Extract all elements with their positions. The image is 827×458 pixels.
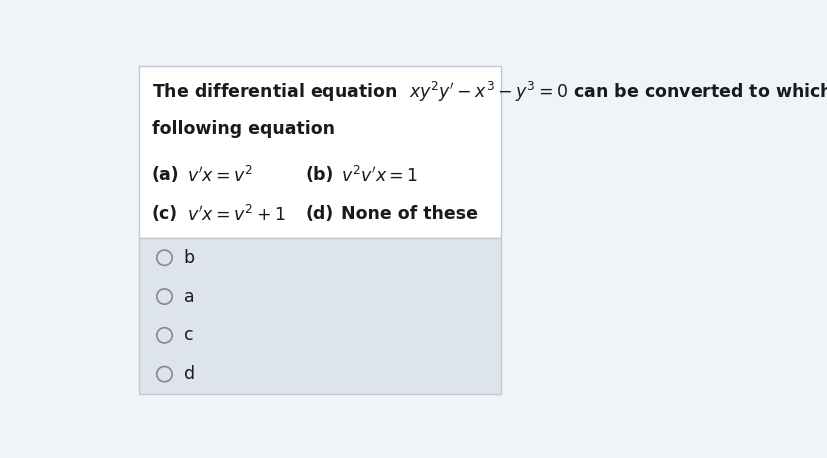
Text: b: b bbox=[184, 249, 194, 267]
Text: (d): (d) bbox=[305, 205, 333, 223]
FancyBboxPatch shape bbox=[139, 65, 501, 238]
Text: $v'x = v^2$: $v'x = v^2$ bbox=[187, 166, 253, 186]
Text: a: a bbox=[184, 288, 194, 305]
FancyBboxPatch shape bbox=[139, 238, 501, 393]
Text: c: c bbox=[184, 326, 193, 344]
Text: d: d bbox=[184, 365, 194, 383]
Text: The differential equation  $xy^2y' - x^3 - y^3 = 0$ can be converted to which of: The differential equation $xy^2y' - x^3 … bbox=[151, 80, 827, 104]
Text: (c): (c) bbox=[151, 205, 178, 223]
Text: $v'x = v^2 + 1$: $v'x = v^2 + 1$ bbox=[187, 205, 285, 225]
Text: following equation: following equation bbox=[151, 120, 334, 138]
Text: (b): (b) bbox=[305, 166, 333, 184]
Text: None of these: None of these bbox=[341, 205, 477, 223]
Text: $v^2v'x = 1$: $v^2v'x = 1$ bbox=[341, 166, 418, 186]
Text: (a): (a) bbox=[151, 166, 179, 184]
